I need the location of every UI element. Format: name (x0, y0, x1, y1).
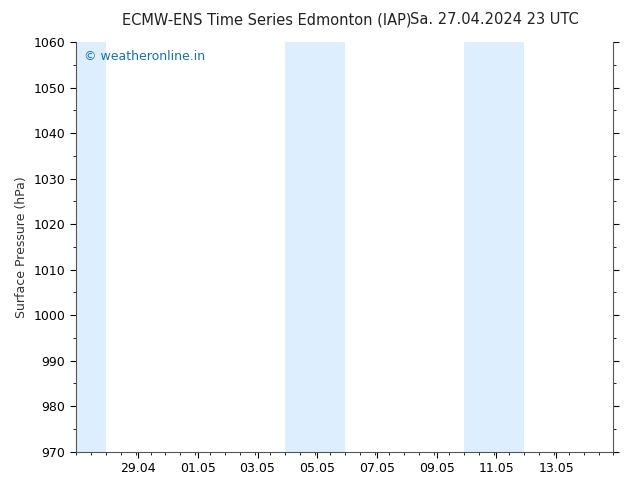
Text: Sa. 27.04.2024 23 UTC: Sa. 27.04.2024 23 UTC (410, 12, 579, 27)
Bar (464, 42, 524, 452)
Bar (285, 42, 345, 452)
Bar (76, 42, 106, 452)
Text: © weatheronline.in: © weatheronline.in (84, 50, 205, 63)
Text: ECMW-ENS Time Series Edmonton (IAP): ECMW-ENS Time Series Edmonton (IAP) (122, 12, 411, 27)
Y-axis label: Surface Pressure (hPa): Surface Pressure (hPa) (15, 176, 28, 318)
